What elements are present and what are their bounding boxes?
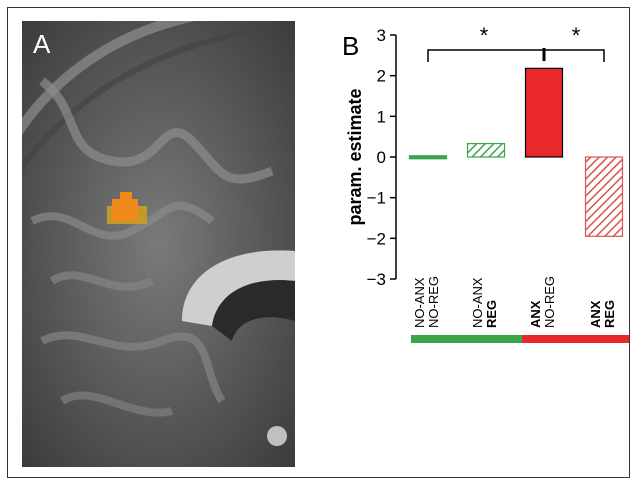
bar [408,155,448,160]
panel-b-label: B [342,31,360,61]
category-label-line2: NO-REG [426,276,441,328]
y-tick-label: 0 [377,148,386,167]
panel-a-label: A [33,29,51,59]
category-label-line2: REG [602,300,617,328]
category-label-line1: NO-ANX [412,277,427,328]
y-tick-label: 3 [377,26,386,45]
y-tick-label: −3 [367,270,386,289]
group-bar-anx [522,335,629,343]
bar [524,67,564,158]
group-bar-no-anx [411,335,522,343]
significance-bracket [427,49,545,62]
y-tick-label: 1 [377,107,386,126]
significance-star: * [572,23,581,48]
bar [584,156,624,237]
category-label-line1: ANX [588,300,603,328]
mri-sagittal-image [22,21,295,467]
figure-frame [7,7,630,478]
significance-bracket [544,49,605,62]
y-tick-label: 2 [377,67,386,86]
category-label-line1: ANX [528,300,543,328]
significance-star: * [480,23,489,48]
category-label-line1: NO-ANX [470,277,485,328]
category-label-line2: REG [484,300,499,328]
bar [466,142,506,158]
y-tick-label: −2 [367,229,386,248]
y-axis-title: param. estimate [345,88,365,225]
category-label-line2: NO-REG [542,276,557,328]
brain-slice-graphic [22,21,295,467]
activation-cluster [107,192,147,224]
y-tick-label: −1 [367,189,386,208]
